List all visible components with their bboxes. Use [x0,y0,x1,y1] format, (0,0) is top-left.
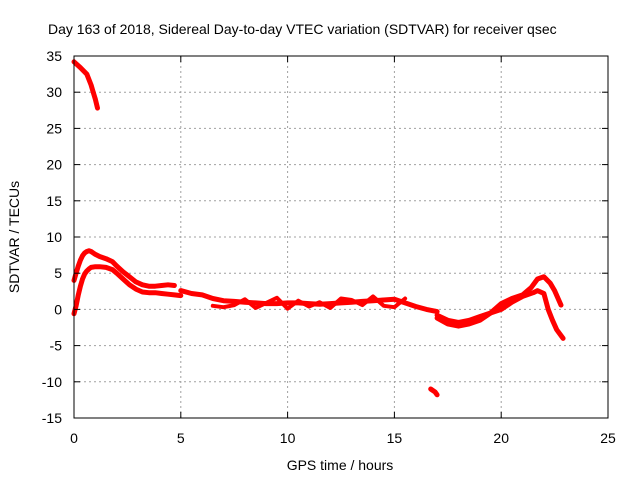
x-tick-label: 15 [387,430,403,446]
series-line-arc-late-a [434,274,564,329]
series-line-arc-mid-scatter [210,294,408,311]
chart-axes: 0 5 10 15 20 25 -15 -10 -5 0 5 10 15 20 25 30 35 [42,48,616,446]
y-tick-label: -10 [42,374,62,390]
y-tick-label: -15 [42,410,62,426]
x-tick-label: 10 [280,430,296,446]
series-line-arc-mid-day [178,288,440,315]
y-tick-label: 0 [54,301,62,317]
series-line-arc-upper [71,248,177,289]
y-tick-label: 25 [46,120,62,136]
series-line-arc-isolated-low [428,386,440,398]
y-tick-label: 30 [46,84,62,100]
y-tick-label: 5 [54,265,62,281]
y-tick-label: -5 [50,338,63,354]
y-tick-label: 10 [46,229,62,245]
series-line-arc-lower [71,264,184,317]
chart-series-group [71,59,566,398]
x-tick-label: 20 [493,430,509,446]
y-tick-label: 20 [46,157,62,173]
x-axis-label: GPS time / hours [287,457,394,473]
x-tick-label: 5 [177,430,185,446]
chart-grid [74,56,608,418]
series-line-arc-late-b [434,288,566,341]
y-tick-label: 35 [46,48,62,64]
chart-title: Day 163 of 2018, Sidereal Day-to-day VTE… [48,21,557,37]
y-tick-label: 15 [46,193,62,209]
x-tick-label: 0 [70,430,78,446]
x-tick-label: 25 [600,430,616,446]
y-axis-label: SDTVAR / TECUs [6,181,22,293]
series-line-arc-early-high [71,59,100,111]
